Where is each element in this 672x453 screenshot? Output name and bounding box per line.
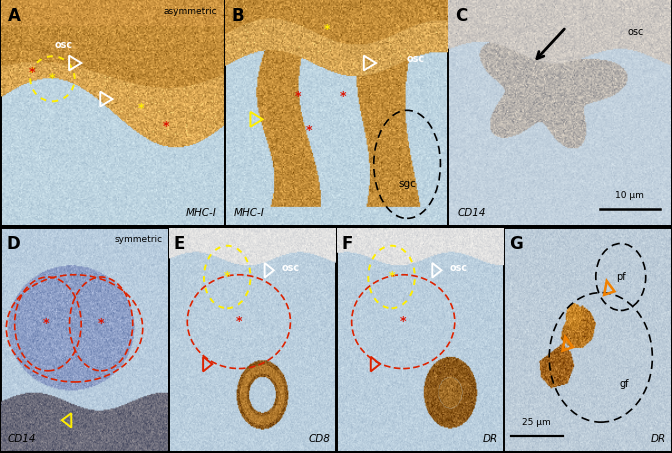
Text: 25 μm: 25 μm	[522, 418, 551, 427]
Text: *: *	[138, 101, 144, 115]
Text: *: *	[49, 72, 56, 85]
Text: CD8: CD8	[308, 434, 331, 444]
Text: *: *	[295, 90, 302, 103]
Text: *: *	[163, 120, 169, 133]
Text: *: *	[324, 23, 331, 36]
Text: G: G	[509, 235, 523, 253]
Text: osc: osc	[450, 263, 468, 273]
Text: *: *	[400, 315, 407, 328]
Text: D: D	[6, 235, 20, 253]
Text: osc: osc	[282, 263, 300, 273]
Text: A: A	[8, 7, 21, 25]
Text: DR: DR	[482, 434, 498, 444]
Text: *: *	[224, 270, 230, 284]
Text: sgc: sgc	[398, 179, 416, 189]
Text: osc: osc	[54, 40, 73, 50]
Text: E: E	[174, 235, 185, 253]
Text: osc: osc	[628, 27, 644, 37]
Text: asymmetric: asymmetric	[163, 7, 217, 16]
Text: symmetric: symmetric	[114, 235, 163, 244]
Text: MHC-I: MHC-I	[186, 208, 217, 218]
Text: *: *	[339, 90, 346, 103]
Text: osc: osc	[407, 53, 425, 63]
Text: 10 μm: 10 μm	[615, 191, 644, 200]
Text: F: F	[341, 235, 353, 253]
Text: *: *	[43, 318, 50, 330]
Text: *: *	[388, 270, 395, 284]
Text: *: *	[29, 66, 36, 78]
Text: *: *	[98, 318, 104, 330]
Text: CD14: CD14	[458, 208, 486, 218]
Text: MHC-I: MHC-I	[234, 208, 265, 218]
Text: CD14: CD14	[8, 434, 36, 444]
Text: gf: gf	[620, 379, 629, 389]
Text: B: B	[232, 7, 244, 25]
Text: *: *	[306, 124, 312, 137]
Text: DR: DR	[650, 434, 666, 444]
Text: pf: pf	[616, 272, 626, 282]
Text: *: *	[236, 315, 242, 328]
Text: C: C	[455, 7, 467, 25]
